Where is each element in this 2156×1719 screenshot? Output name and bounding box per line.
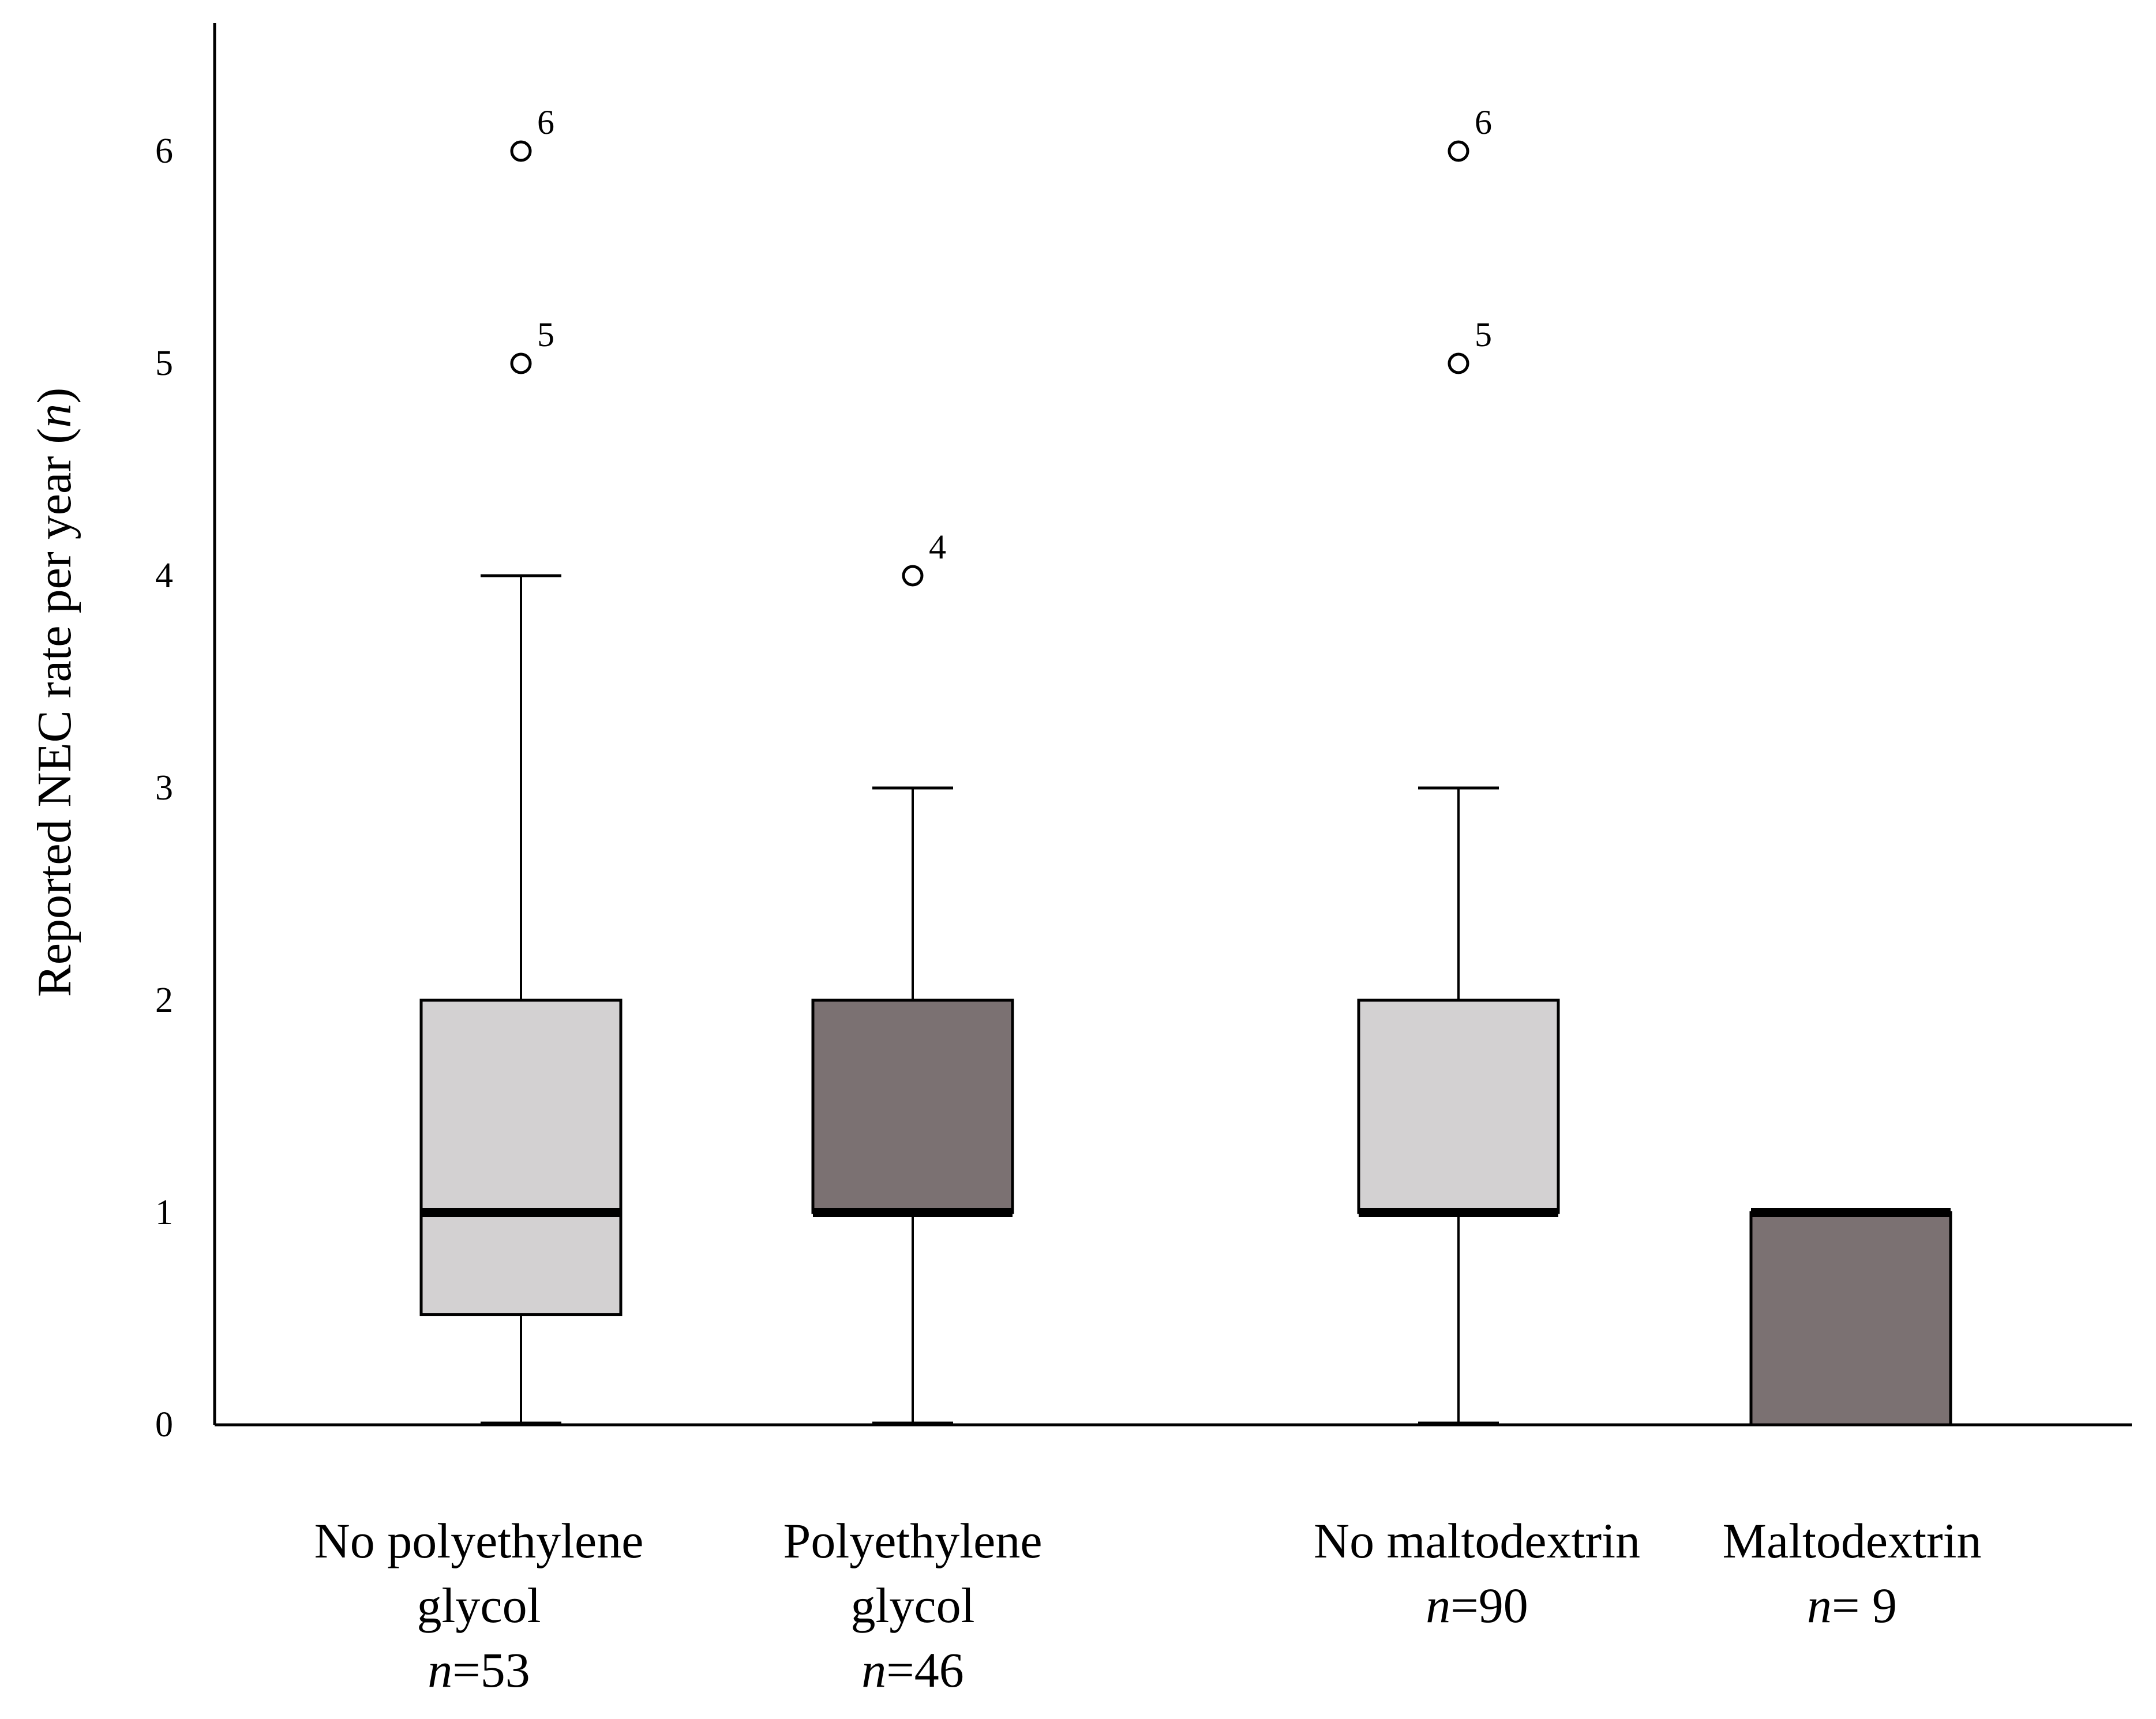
category-label: Polyethylene (783, 1513, 1042, 1568)
box-iqr (419, 999, 623, 1316)
outlier-label: 5 (1475, 316, 1492, 354)
category-label: No maltodextrin (1314, 1513, 1640, 1568)
outlier-label: 6 (537, 103, 554, 141)
y-tick-label: 2 (155, 981, 173, 1020)
box-group: 4 (811, 528, 1014, 1425)
y-tick-label: 3 (155, 768, 173, 808)
outlier-point (510, 140, 532, 162)
outlier-label: 4 (929, 528, 946, 566)
y-tick-label: 4 (155, 556, 173, 595)
category-label: Maltodextrin (1722, 1513, 1981, 1568)
category-n-label: n=46 (861, 1642, 964, 1698)
outlier-label: 5 (537, 316, 554, 354)
y-axis-label: Reported NEC rate per year (n) (28, 388, 81, 997)
box-group: 56 (1357, 103, 1560, 1425)
category-n-label: n= 9 (1807, 1578, 1897, 1633)
y-tick-label: 5 (155, 344, 173, 383)
outlier-point (1448, 352, 1469, 374)
category-n-label: n=90 (1426, 1578, 1528, 1633)
category-label: glycol (417, 1578, 541, 1633)
y-tick-label: 1 (155, 1193, 173, 1232)
box-iqr (1357, 999, 1560, 1214)
y-tick-label: 0 (155, 1405, 173, 1444)
box-group (1749, 1208, 1952, 1427)
y-tick-label: 6 (155, 132, 173, 171)
category-label: glycol (851, 1578, 975, 1633)
outlier-point (1448, 140, 1469, 162)
category-n-label: n=53 (428, 1642, 530, 1698)
y-axis: 0 1 2 3 4 5 6 (155, 23, 216, 1444)
box-group: 56 (419, 103, 623, 1425)
box-iqr (1749, 1211, 1952, 1427)
category-labels: No polyethylene glycol n=53 Polyethylene gly… (314, 1513, 1982, 1698)
outlier-point (510, 352, 532, 374)
outlier-label: 6 (1475, 103, 1492, 141)
box-iqr (811, 999, 1014, 1214)
outlier-point (902, 565, 924, 587)
category-label: No polyethylene (314, 1513, 644, 1568)
